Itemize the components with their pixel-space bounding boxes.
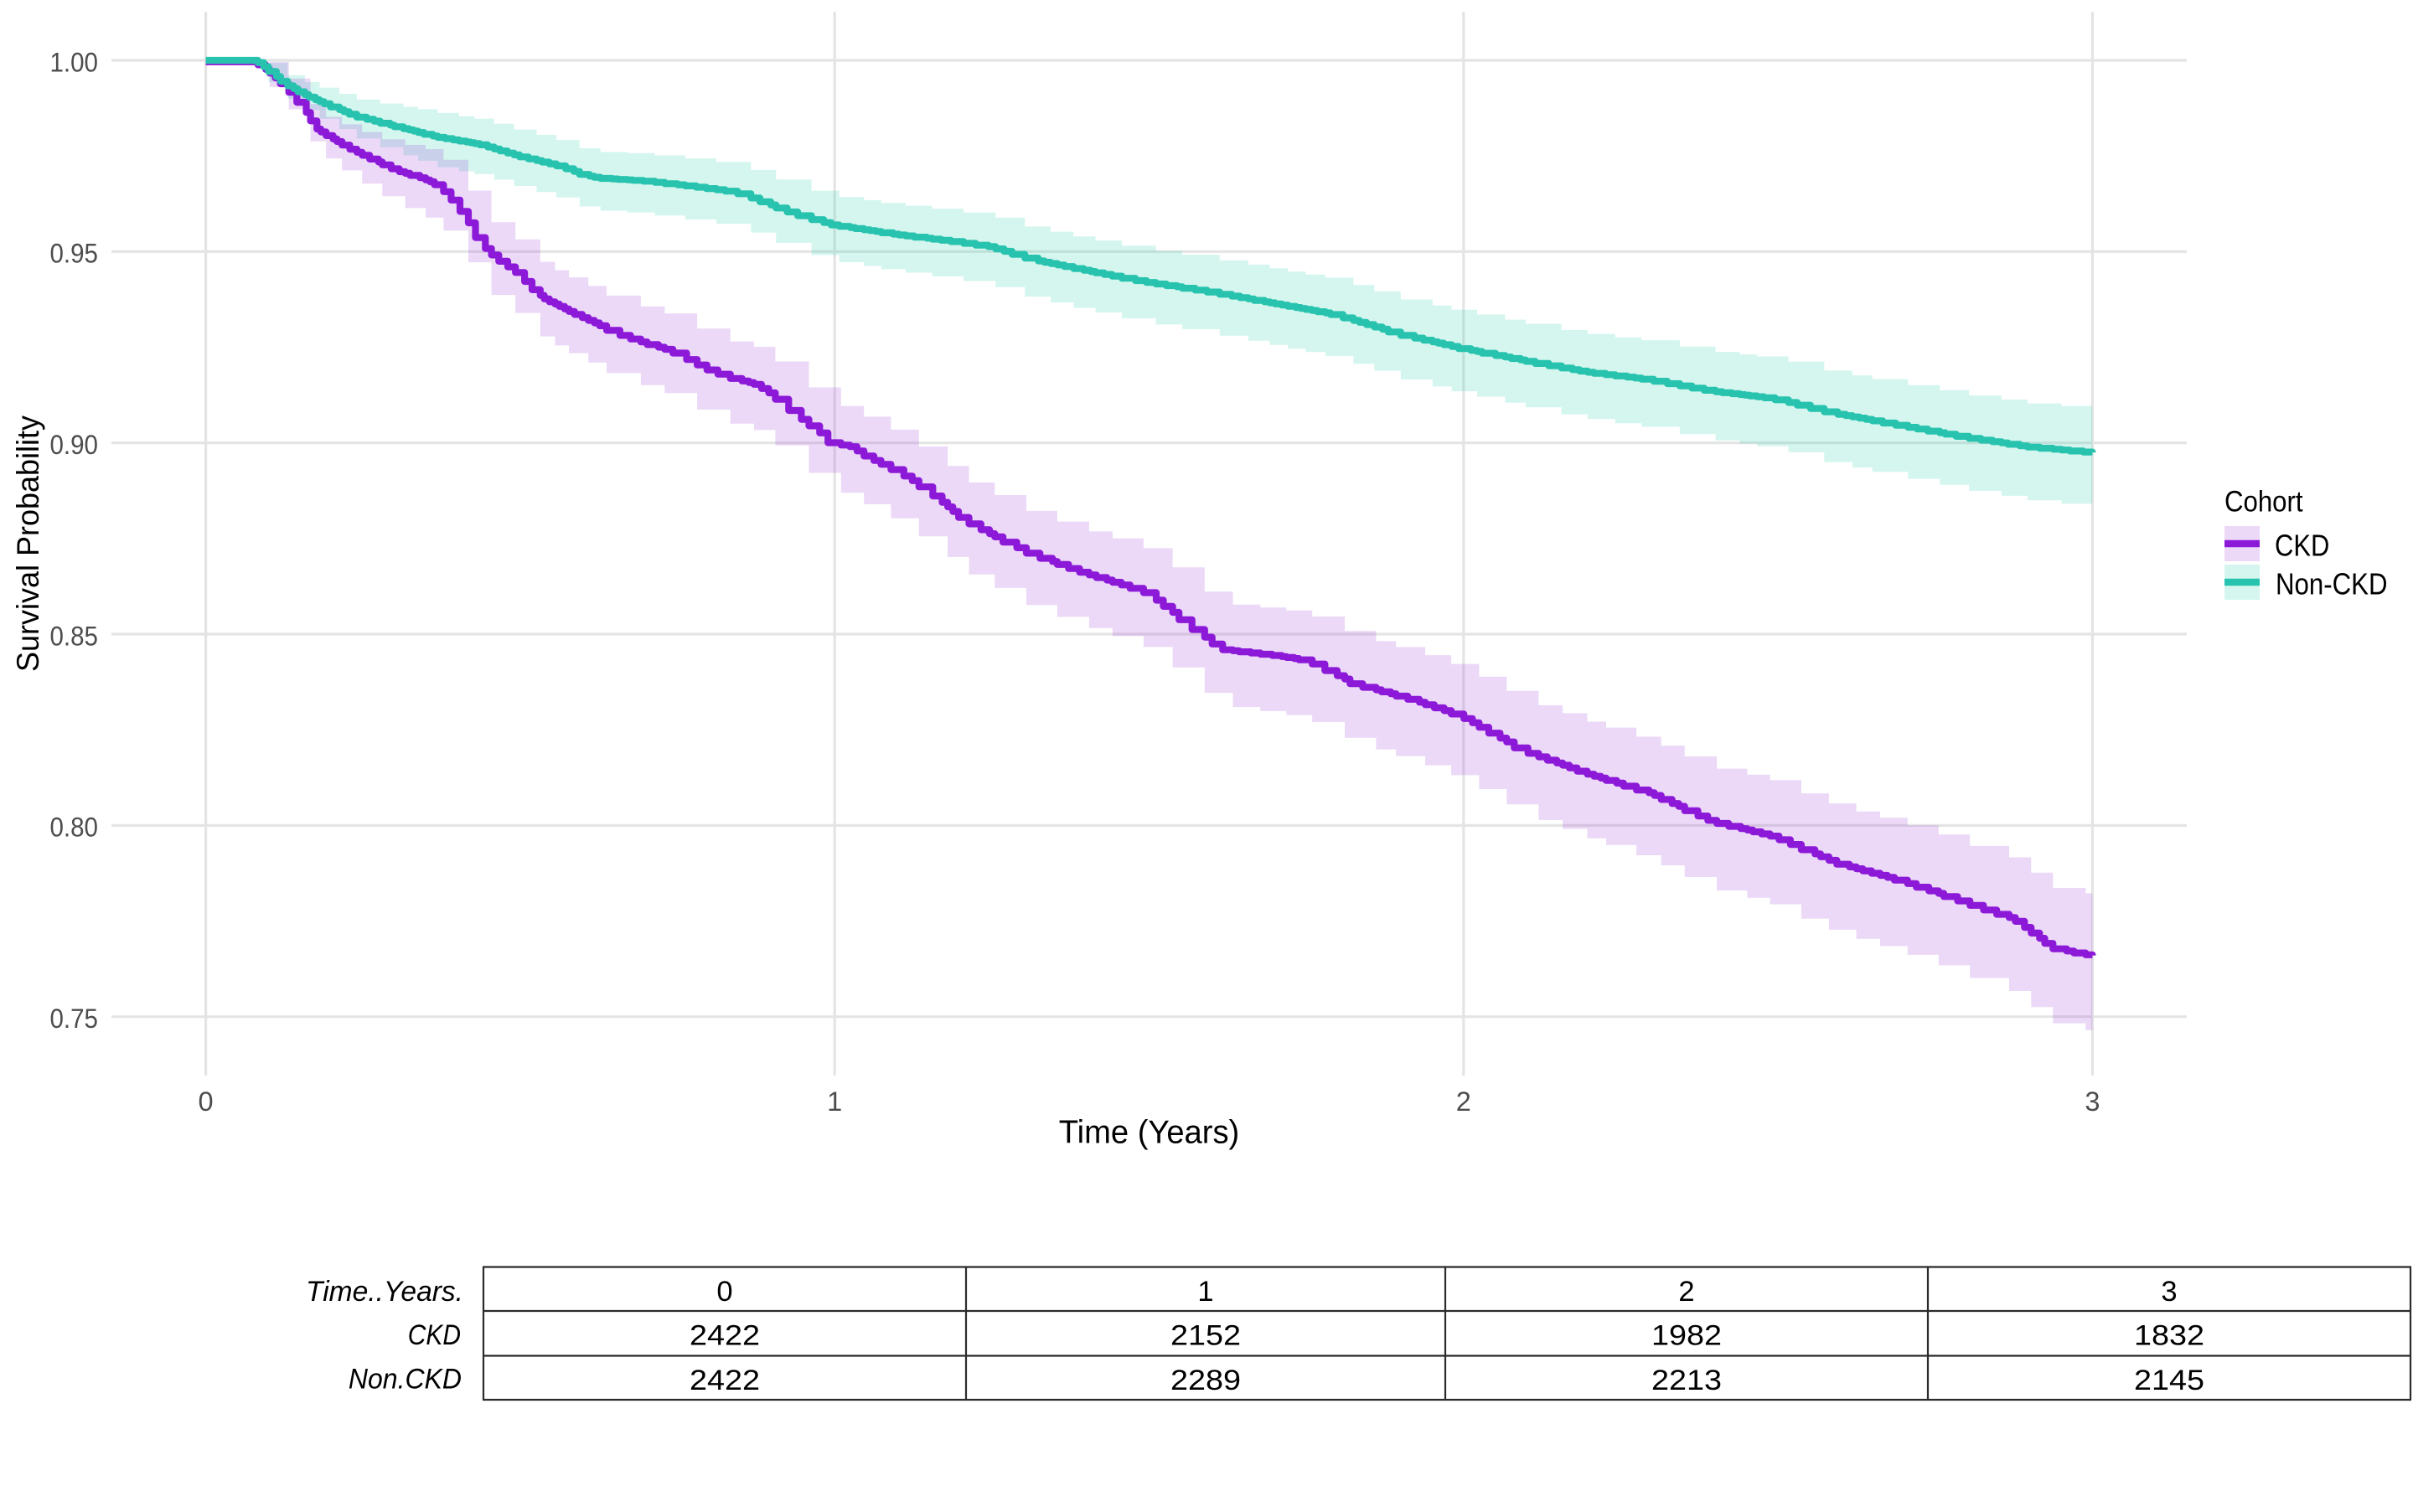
svg-text:Cohort: Cohort [2224, 485, 2303, 519]
svg-text:1.00: 1.00 [50, 47, 99, 77]
svg-text:3: 3 [2085, 1086, 2100, 1117]
svg-text:2: 2 [1678, 1276, 1694, 1308]
svg-text:Time (Years): Time (Years) [1059, 1115, 1240, 1151]
svg-text:1982: 1982 [1651, 1320, 1722, 1352]
svg-text:2213: 2213 [1651, 1365, 1722, 1396]
svg-text:2: 2 [1456, 1086, 1471, 1117]
svg-text:1: 1 [827, 1086, 842, 1117]
svg-text:2422: 2422 [690, 1320, 760, 1352]
svg-text:0: 0 [199, 1086, 214, 1117]
svg-text:3: 3 [2161, 1276, 2177, 1308]
svg-text:0: 0 [716, 1276, 732, 1308]
svg-text:Time..Years.: Time..Years. [306, 1276, 463, 1308]
svg-text:Non.CKD: Non.CKD [349, 1364, 462, 1396]
svg-text:0.75: 0.75 [50, 1004, 99, 1034]
svg-text:2289: 2289 [1170, 1365, 1241, 1396]
svg-text:0.80: 0.80 [50, 813, 99, 843]
svg-text:1832: 1832 [2134, 1320, 2204, 1352]
svg-text:2422: 2422 [690, 1365, 760, 1396]
svg-text:0.85: 0.85 [50, 621, 99, 651]
svg-text:CKD: CKD [2275, 529, 2329, 563]
svg-text:1: 1 [1197, 1276, 1213, 1308]
svg-text:Non-CKD: Non-CKD [2276, 567, 2388, 601]
svg-text:0.90: 0.90 [50, 430, 99, 460]
svg-text:CKD: CKD [408, 1319, 461, 1351]
svg-text:2152: 2152 [1170, 1320, 1241, 1352]
svg-text:Survival Probability: Survival Probability [11, 415, 45, 672]
svg-text:2145: 2145 [2134, 1365, 2204, 1396]
svg-text:0.95: 0.95 [50, 239, 99, 269]
